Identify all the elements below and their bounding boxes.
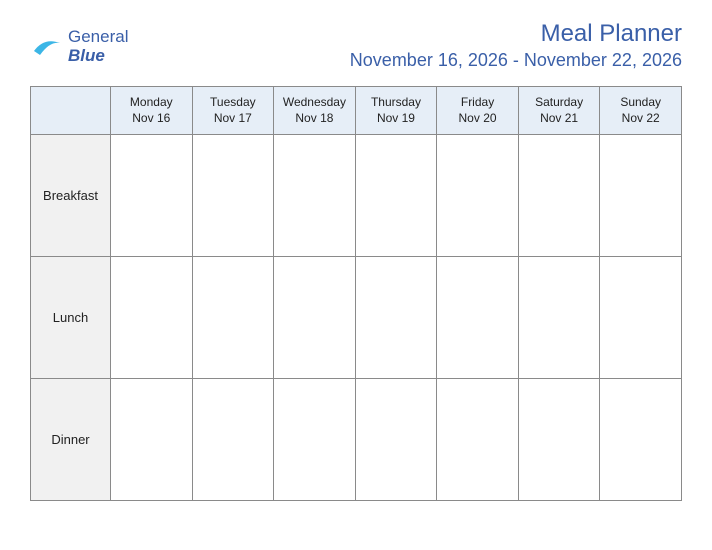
day-header-thu: Thursday Nov 19 <box>355 87 437 135</box>
page-title: Meal Planner <box>350 20 682 48</box>
meal-cell[interactable] <box>355 257 437 379</box>
meal-cell[interactable] <box>518 257 600 379</box>
title-block: Meal Planner November 16, 2026 - Novembe… <box>350 20 682 71</box>
day-header-fri: Friday Nov 20 <box>437 87 519 135</box>
meal-label-lunch: Lunch <box>31 257 111 379</box>
meal-cell[interactable] <box>437 379 519 501</box>
table-row: Lunch <box>31 257 682 379</box>
day-header-mon: Monday Nov 16 <box>111 87 193 135</box>
meal-cell[interactable] <box>600 379 682 501</box>
logo-text-blue: Blue <box>68 46 105 65</box>
meal-cell[interactable] <box>274 379 356 501</box>
meal-cell[interactable] <box>355 379 437 501</box>
meal-cell[interactable] <box>600 135 682 257</box>
logo-swoosh-icon <box>30 29 66 65</box>
meal-cell[interactable] <box>355 135 437 257</box>
day-header-wed: Wednesday Nov 18 <box>274 87 356 135</box>
meal-cell[interactable] <box>274 257 356 379</box>
header: General Blue Meal Planner November 16, 2… <box>30 20 682 71</box>
day-header-sun: Sunday Nov 22 <box>600 87 682 135</box>
meal-label-breakfast: Breakfast <box>31 135 111 257</box>
day-header-sat: Saturday Nov 21 <box>518 87 600 135</box>
logo-text-general: General <box>68 27 128 46</box>
meal-cell[interactable] <box>192 257 274 379</box>
meal-cell[interactable] <box>518 135 600 257</box>
meal-cell[interactable] <box>192 135 274 257</box>
logo: General Blue <box>30 20 128 65</box>
meal-cell[interactable] <box>111 257 193 379</box>
meal-cell[interactable] <box>111 379 193 501</box>
meal-cell[interactable] <box>437 257 519 379</box>
meal-cell[interactable] <box>274 135 356 257</box>
meal-cell[interactable] <box>192 379 274 501</box>
table-row: Dinner <box>31 379 682 501</box>
date-range: November 16, 2026 - November 22, 2026 <box>350 50 682 71</box>
meal-cell[interactable] <box>518 379 600 501</box>
meal-cell[interactable] <box>600 257 682 379</box>
corner-cell <box>31 87 111 135</box>
meal-cell[interactable] <box>111 135 193 257</box>
table-row: Breakfast <box>31 135 682 257</box>
meal-cell[interactable] <box>437 135 519 257</box>
meal-planner-table: Monday Nov 16 Tuesday Nov 17 Wednesday N… <box>30 86 682 501</box>
day-header-tue: Tuesday Nov 17 <box>192 87 274 135</box>
meal-label-dinner: Dinner <box>31 379 111 501</box>
